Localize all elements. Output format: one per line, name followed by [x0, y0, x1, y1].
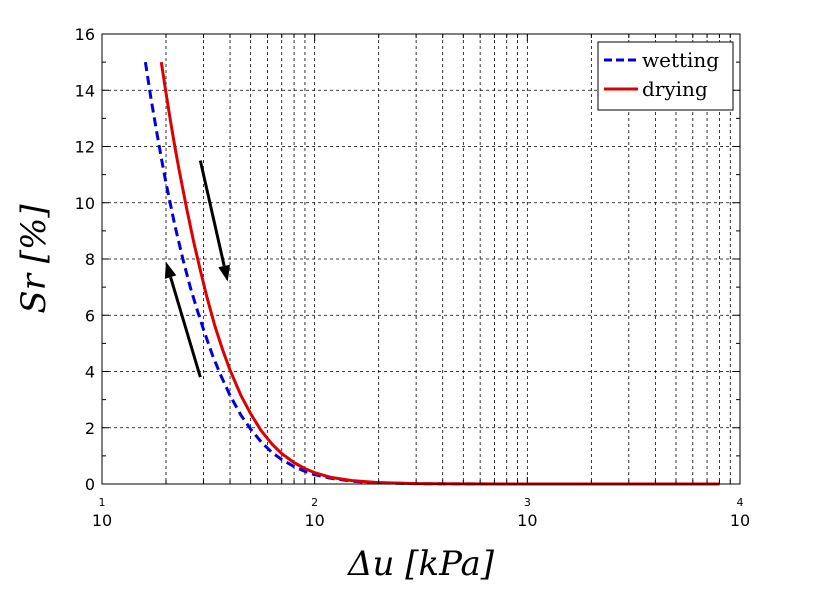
- series-line-wetting: [143, 61, 720, 486]
- x-tick-exponent: 1: [99, 496, 106, 509]
- x-tick-label: 10: [92, 511, 112, 530]
- x-tick-exponent: 4: [737, 496, 744, 509]
- arrow-down: [198, 160, 231, 282]
- x-tick-label: 10: [304, 511, 324, 530]
- y-tick-label: 16: [75, 25, 95, 44]
- y-tick-label: 12: [75, 138, 95, 157]
- y-tick-label: 0: [85, 475, 95, 494]
- y-tick-label: 4: [85, 363, 95, 382]
- y-tick-label: 8: [85, 250, 95, 269]
- legend-item-wetting: wetting: [604, 48, 719, 72]
- y-tick-label: 10: [75, 194, 95, 213]
- series-line-drying: [159, 61, 720, 486]
- arrow-up: [164, 261, 202, 378]
- arrow-shaft: [198, 160, 226, 267]
- legend: wetting drying: [597, 41, 734, 111]
- plot-lines: [143, 61, 720, 486]
- x-tick-exponent: 3: [524, 496, 531, 509]
- x-tick-exponent: 2: [311, 496, 318, 509]
- axis-ticks: 0 2 4 6 8 10 12 14 16 10 1 10 2 10 3 10 4: [75, 25, 751, 530]
- annotation-arrows: [164, 160, 231, 378]
- legend-box: [597, 41, 734, 111]
- x-tick-label: 10: [730, 511, 750, 530]
- arrow-head: [218, 264, 231, 282]
- grid: [102, 34, 740, 484]
- y-tick-label: 14: [75, 81, 95, 100]
- y-tick-label: 2: [85, 419, 95, 438]
- legend-item-drying: drying: [604, 77, 708, 101]
- x-tick-label: 10: [517, 511, 537, 530]
- x-axis-label: Δu [kPa]: [346, 544, 495, 584]
- legend-label: wetting: [642, 48, 719, 72]
- arrow-head: [164, 261, 177, 279]
- legend-label: drying: [642, 77, 708, 101]
- y-axis-label: Sr [%]: [14, 204, 54, 314]
- arrow-shaft: [169, 276, 202, 378]
- y-tick-label: 6: [85, 306, 95, 325]
